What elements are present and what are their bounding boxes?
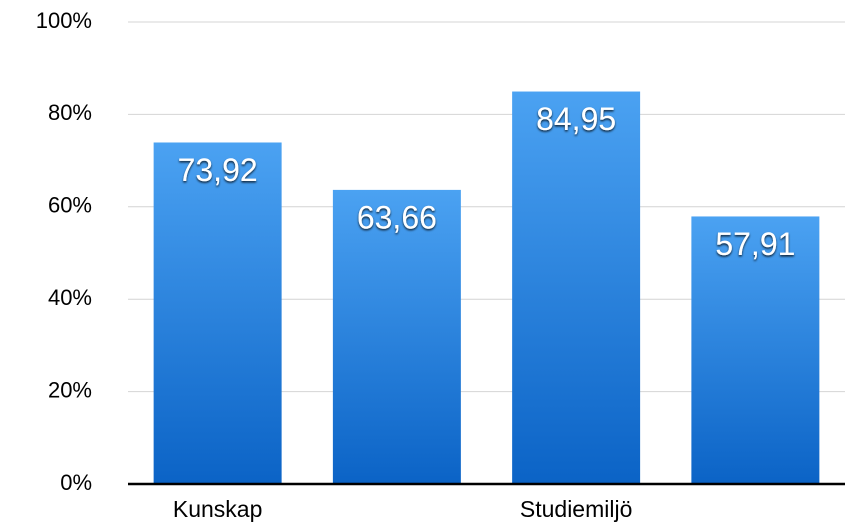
x-tick-label: Kunskap (173, 496, 263, 522)
data-label: 84,95 (536, 101, 616, 137)
y-tick-label: 100% (36, 8, 92, 33)
bar (691, 216, 820, 484)
y-tick-label: 80% (48, 100, 92, 125)
data-label: 57,91 (715, 226, 795, 262)
y-tick-label: 60% (48, 193, 92, 218)
bar (153, 142, 282, 484)
data-label: 63,66 (357, 199, 437, 235)
data-label: 73,92 (178, 152, 258, 188)
y-tick-label: 0% (60, 470, 92, 495)
x-tick-label: Studiemiljö (520, 496, 633, 522)
bar (332, 189, 461, 484)
y-tick-label: 40% (48, 285, 92, 310)
y-tick-label: 20% (48, 377, 92, 402)
bar (512, 91, 641, 484)
